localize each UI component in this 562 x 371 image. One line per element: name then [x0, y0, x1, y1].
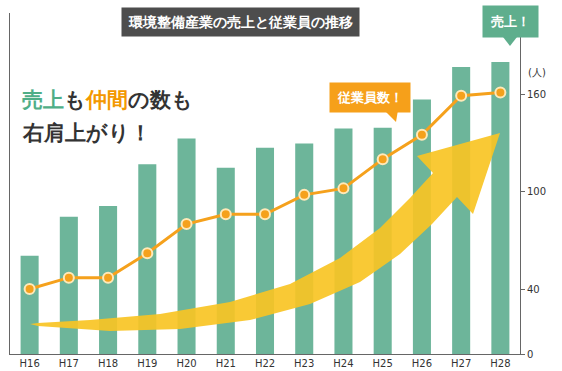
svg-text:0: 0 — [527, 349, 533, 360]
svg-text:H19: H19 — [137, 358, 157, 369]
svg-text:H16: H16 — [19, 358, 39, 369]
svg-text:H26: H26 — [412, 358, 432, 369]
svg-text:H21: H21 — [216, 358, 236, 369]
svg-text:H18: H18 — [98, 358, 118, 369]
svg-text:H22: H22 — [255, 358, 275, 369]
svg-text:売上！: 売上！ — [491, 14, 530, 29]
svg-text:H25: H25 — [373, 358, 393, 369]
svg-text:H24: H24 — [333, 358, 353, 369]
svg-text:160: 160 — [527, 89, 546, 100]
svg-text:環境整備産業の売上と従業員の推移: 環境整備産業の売上と従業員の推移 — [128, 14, 353, 30]
svg-text:H20: H20 — [176, 358, 196, 369]
svg-text:従業員数！: 従業員数！ — [337, 90, 403, 105]
svg-text:(人): (人) — [528, 67, 546, 78]
svg-text:右肩上がり！: 右肩上がり！ — [22, 121, 151, 145]
svg-text:40: 40 — [527, 284, 540, 295]
svg-text:100: 100 — [527, 186, 546, 197]
svg-text:H27: H27 — [451, 358, 471, 369]
svg-text:H17: H17 — [59, 358, 79, 369]
svg-text:H23: H23 — [294, 358, 314, 369]
svg-text:売上も仲間の数も: 売上も仲間の数も — [22, 88, 193, 112]
svg-text:H28: H28 — [490, 358, 510, 369]
